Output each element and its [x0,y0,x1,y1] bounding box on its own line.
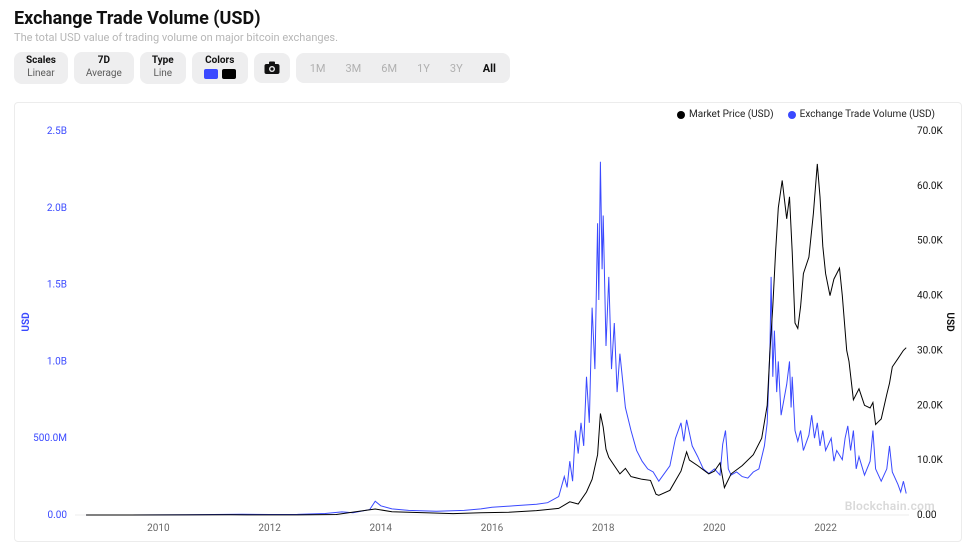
window-label: 7D [98,56,110,66]
color-swatch [222,69,236,79]
line-chart: 0.00500.0M1.0B1.5B2.0B2.5B0.0010.0K20.0K… [15,103,961,541]
range-all[interactable]: All [473,53,506,83]
svg-text:40.0K: 40.0K [917,291,943,302]
type-value: Line [153,69,172,79]
chart-toolbar: Scales Linear 7D Average Type Line Color… [14,52,962,84]
watermark: Blockchain.com [845,499,935,513]
type-label: Type [152,56,174,66]
colors-selector[interactable]: Colors [192,52,248,84]
svg-text:0.00: 0.00 [48,510,68,521]
range-1y[interactable]: 1Y [407,53,440,83]
type-selector[interactable]: Type Line [140,52,186,84]
legend-label: Market Price (USD) [689,109,774,120]
screenshot-button[interactable] [254,53,290,83]
svg-text:2.5B: 2.5B [47,126,67,137]
svg-text:1.0B: 1.0B [47,356,67,367]
legend-item: Exchange Trade Volume (USD) [788,109,935,120]
legend-dot-icon [677,111,685,119]
page-title: Exchange Trade Volume (USD) [14,8,962,29]
range-selector: 1M3M6M1Y3YAll [296,53,510,83]
range-1m[interactable]: 1M [300,53,336,83]
page-subtitle: The total USD value of trading volume on… [14,31,962,44]
range-6m[interactable]: 6M [371,53,407,83]
svg-text:500.0M: 500.0M [33,433,67,444]
scales-label: Scales [26,56,56,66]
svg-text:30.0K: 30.0K [917,345,943,356]
svg-text:10.0K: 10.0K [917,455,943,466]
series-price [86,164,906,515]
series-volume [86,162,906,515]
svg-text:70.0K: 70.0K [917,126,943,137]
color-swatch [204,69,218,79]
legend-dot-icon [788,111,796,119]
svg-text:2.0B: 2.0B [47,203,67,214]
scales-value: Linear [27,69,54,79]
chart-container: Exchange Trade Volume (USD) The total US… [0,0,976,529]
colors-label: Colors [205,56,234,66]
chart-legend: Market Price (USD) Exchange Trade Volume … [677,109,935,120]
legend-item: Market Price (USD) [677,109,774,120]
camera-icon [264,61,280,75]
svg-text:60.0K: 60.0K [917,181,943,192]
chart-panel: Market Price (USD) Exchange Trade Volume … [14,102,962,542]
scales-selector[interactable]: Scales Linear [14,52,68,84]
y-axis-left-label: USD [21,312,32,331]
svg-text:20.0K: 20.0K [917,400,943,411]
legend-label: Exchange Trade Volume (USD) [800,109,935,120]
svg-text:50.0K: 50.0K [917,236,943,247]
range-3m[interactable]: 3M [336,53,372,83]
svg-text:1.5B: 1.5B [47,280,67,291]
range-3y[interactable]: 3Y [440,53,473,83]
y-axis-right-label: USD [944,312,955,331]
window-selector[interactable]: 7D Average [74,52,134,84]
window-value: Average [86,69,122,79]
color-swatches [204,69,236,79]
